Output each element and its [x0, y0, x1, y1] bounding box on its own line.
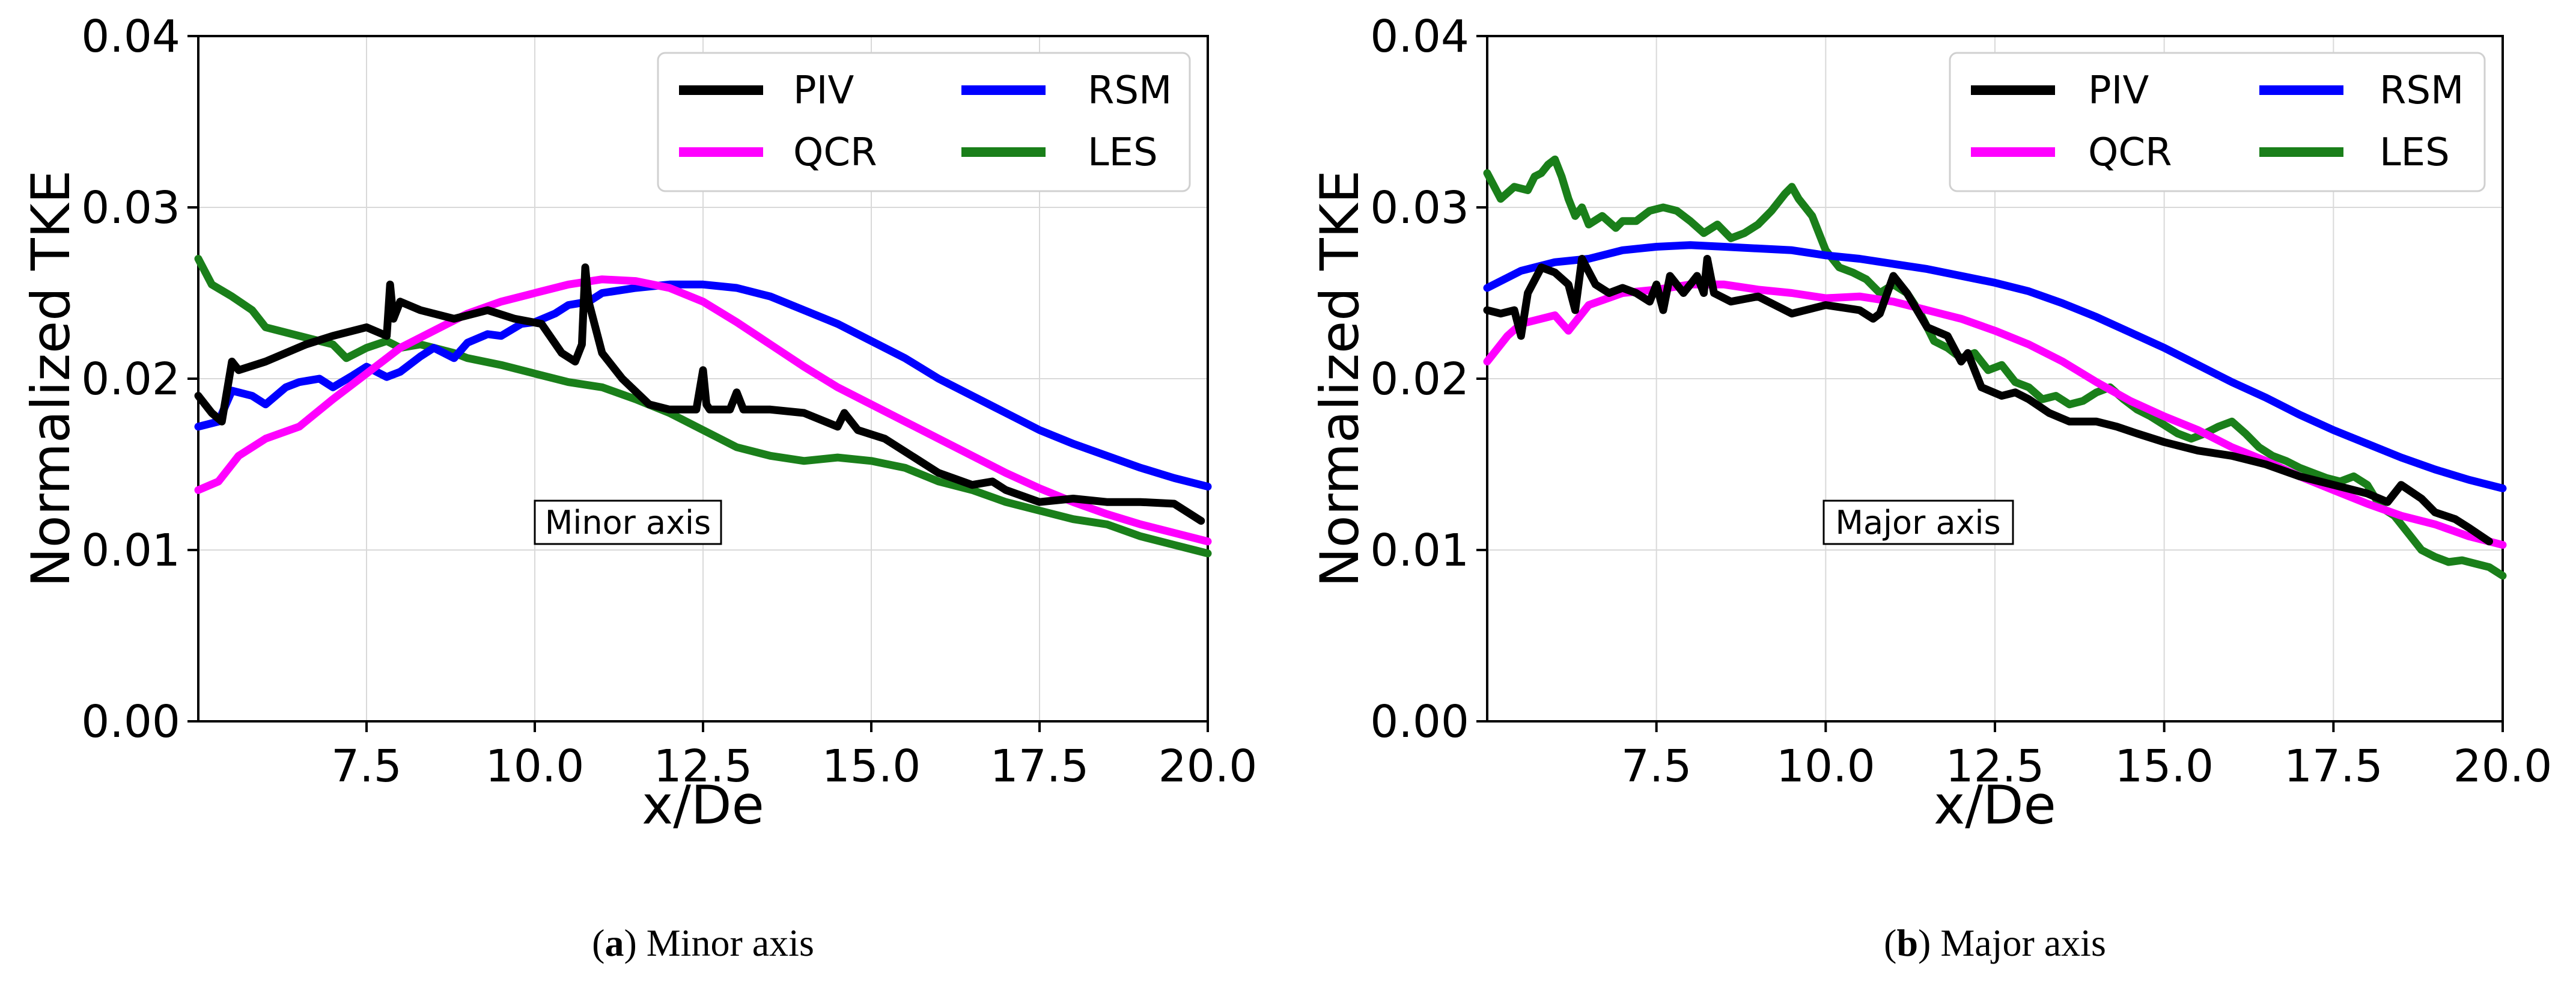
annotation-b: Major axis [1822, 500, 2014, 545]
xtick-label-b-1: 10.0 [1776, 741, 1875, 792]
legend-label-les-a: LES [1088, 130, 1158, 175]
panel-minor-axis: 7.5 10.0 12.5 15.0 17.5 20.0 0.00 0.01 0.02 0.03 0… [20, 11, 1257, 964]
legend-label-piv-a: PIV [793, 69, 854, 113]
ytick-label-b-2: 0.02 [1370, 353, 1469, 405]
series-line-qcr-a [194, 275, 1212, 546]
xtick-label-b-5: 20.0 [2453, 741, 2553, 792]
legend-label-rsm-a: RSM [1088, 69, 1172, 113]
caption-a: (a) Minor axis [592, 921, 814, 964]
ytick-label-b-3: 0.03 [1370, 182, 1469, 234]
caption-b: (b) Major axis [1884, 921, 2106, 964]
panel-major-axis: 7.5 10.0 12.5 15.0 17.5 20.0 0.00 0.01 0.02 0.03 0… [1309, 11, 2552, 964]
xtick-label-a-0: 7.5 [331, 741, 402, 792]
series-lines-b [1483, 155, 2507, 580]
xtick-label-a-1: 10.0 [486, 741, 585, 792]
ticks-b: 7.5 10.0 12.5 15.0 17.5 20.0 0.00 0.01 0.02 0.03 0… [1370, 11, 2552, 792]
xtick-label-a-4: 17.5 [990, 741, 1089, 792]
legend-label-qcr-a: QCR [793, 130, 877, 175]
legend-box-b [1949, 52, 2486, 192]
legend-box-a [657, 52, 1191, 192]
y-axis-label-b: Normalized TKE [1309, 170, 1371, 587]
ytick-label-a-0: 0.00 [81, 696, 180, 748]
legend-label-rsm-b: RSM [2380, 69, 2464, 113]
xtick-label-b-3: 15.0 [2115, 741, 2214, 792]
series-line-piv-b [1483, 255, 2493, 546]
caption-letter-a: a [604, 921, 624, 964]
series-line-rsm-a [194, 280, 1212, 490]
series-lines-a [194, 255, 1212, 558]
ytick-label-a-4: 0.04 [81, 11, 180, 63]
y-axis-label-a: Normalized TKE [20, 170, 82, 587]
ytick-label-b-4: 0.04 [1370, 11, 1469, 63]
annotation-a: Minor axis [534, 500, 722, 545]
legend-a: PIV QCR RSM LES [657, 52, 1191, 192]
series-line-rsm-b [1483, 241, 2507, 492]
legend-label-piv-b: PIV [2088, 69, 2149, 113]
ytick-label-a-3: 0.03 [81, 182, 180, 234]
ytick-label-b-1: 0.01 [1370, 525, 1469, 576]
annotation-text-a: Minor axis [545, 504, 711, 542]
caption-letter-b: b [1896, 921, 1918, 964]
xtick-label-b-0: 7.5 [1621, 741, 1692, 792]
xtick-label-b-4: 17.5 [2284, 741, 2383, 792]
annotation-box-a [534, 500, 722, 545]
annotation-text-b: Major axis [1835, 504, 2000, 542]
annotation-box-b [1822, 500, 2014, 545]
ytick-label-a-1: 0.01 [81, 525, 180, 576]
ticks-a: 7.5 10.0 12.5 15.0 17.5 20.0 0.00 0.01 0.02 0.03 0… [81, 11, 1257, 792]
ytick-label-a-2: 0.02 [81, 353, 180, 405]
caption-text-b: Major axis [1940, 921, 2106, 964]
xtick-label-a-3: 15.0 [822, 741, 921, 792]
legend-label-qcr-b: QCR [2088, 130, 2172, 175]
legend-b: PIV QCR RSM LES [1949, 52, 2486, 192]
legend-label-les-b: LES [2380, 130, 2450, 175]
xtick-label-a-2: 12.5 [654, 741, 753, 792]
xtick-label-b-2: 12.5 [1946, 741, 2045, 792]
xtick-label-a-5: 20.0 [1159, 741, 1258, 792]
series-line-piv-a [194, 263, 1205, 525]
ytick-label-b-0: 0.00 [1370, 696, 1469, 748]
series-line-les-a [194, 255, 1212, 558]
caption-text-a: Minor axis [647, 921, 814, 964]
x-axis-label-b: x/De [1934, 774, 2056, 836]
x-axis-label-a: x/De [642, 774, 764, 836]
